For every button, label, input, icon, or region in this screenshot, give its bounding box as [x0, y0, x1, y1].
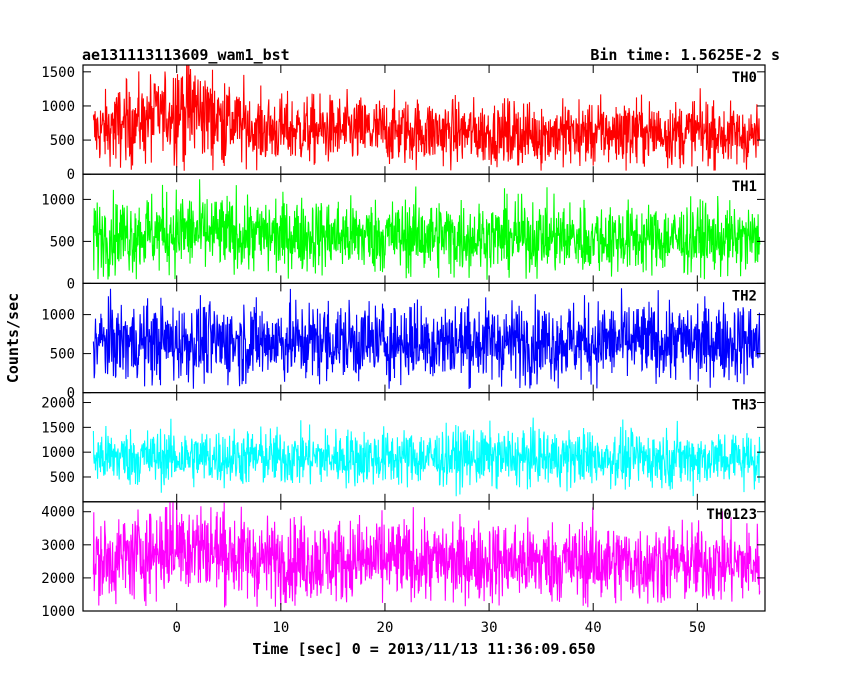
y-axis-label: Counts/sec: [4, 293, 22, 383]
x-tick-label: 20: [377, 620, 394, 636]
y-tick-label: 1500: [41, 65, 75, 81]
chart-title: ae131113113609_wam1_bst: [82, 46, 290, 64]
y-tick-label: 1000: [41, 604, 75, 620]
y-tick-label: 500: [50, 470, 75, 486]
x-tick-label: 50: [689, 620, 706, 636]
y-tick-label: 1000: [41, 192, 75, 208]
y-tick-label: 4000: [41, 505, 75, 521]
series-th0-line: [92, 65, 761, 171]
y-tick-label: 3000: [41, 538, 75, 554]
x-tick-label: 30: [481, 620, 498, 636]
y-tick-label: 2000: [41, 396, 75, 412]
bin-time-label: Bin time: 1.5625E-2 s: [590, 46, 780, 64]
panel-label-th1: TH1: [732, 179, 757, 195]
series-th0123-line: [92, 501, 761, 608]
y-tick-label: 0: [67, 276, 75, 292]
panel-label-th3: TH3: [732, 398, 757, 414]
y-tick-label: 500: [50, 347, 75, 363]
series-th1-line: [92, 179, 761, 280]
x-tick-label: 10: [272, 620, 289, 636]
y-tick-label: 1500: [41, 420, 75, 436]
y-tick-label: 1000: [41, 445, 75, 461]
series-th2-line: [92, 288, 761, 390]
panel-label-th2: TH2: [732, 288, 757, 304]
panel-label-th0: TH0: [732, 70, 757, 86]
y-tick-label: 2000: [41, 571, 75, 587]
x-axis-label: Time [sec] 0 = 2013/11/13 11:36:09.650: [252, 640, 595, 658]
y-tick-label: 500: [50, 234, 75, 250]
y-tick-label: 0: [67, 386, 75, 402]
x-tick-label: 40: [585, 620, 602, 636]
y-tick-label: 500: [50, 133, 75, 149]
panel-label-th0123: TH0123: [706, 507, 757, 523]
y-tick-label: 1000: [41, 99, 75, 115]
panel-frame-th0123: [82, 501, 766, 612]
series-th3-line: [92, 417, 761, 497]
y-tick-label: 1000: [41, 308, 75, 324]
x-tick-label: 0: [172, 620, 180, 636]
y-tick-label: 0: [67, 167, 75, 183]
